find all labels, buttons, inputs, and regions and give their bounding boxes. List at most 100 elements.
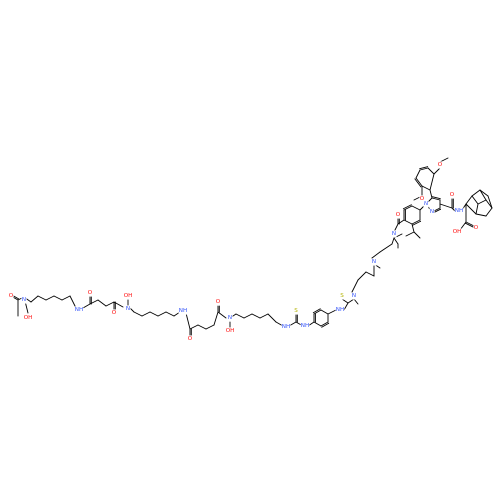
pentyl-chain-3: [259, 313, 269, 319]
atom-label-background: [111, 309, 117, 317]
aryl-ring: [411, 219, 421, 225]
atom-label-background: [391, 230, 397, 238]
pyrazole-ring: [431, 197, 441, 201]
adamantyl-cage: [471, 189, 481, 197]
atom-label-background: [23, 314, 33, 322]
phenylene-ring: [313, 321, 322, 327]
atom-label-background: [429, 208, 435, 216]
adamantyl-cage: [465, 203, 477, 215]
atom-n-amine: N: [371, 258, 377, 266]
bond: [25, 304, 29, 314]
bond: [429, 189, 433, 199]
adamantyl-cage: [485, 207, 493, 217]
atom-label-o-2: O: [112, 310, 117, 316]
atom-label-nh-adam: NH: [455, 208, 463, 214]
succinyl-chain-1: [89, 299, 99, 305]
bond: [439, 203, 453, 209]
atom-n-pyr-2: N: [429, 208, 435, 216]
methyl-bond: [353, 298, 359, 305]
atom-label-background: [351, 292, 357, 300]
bond: [393, 237, 399, 245]
bond: [69, 295, 77, 309]
propyl-chain-1: [365, 271, 375, 277]
atom-label-oh-2: OH: [226, 328, 235, 334]
atom-oh-1: OH: [123, 292, 133, 300]
atom-label-nh-1: NH: [75, 307, 83, 313]
atom-n-hydrox-1: N: [125, 305, 131, 313]
atom-label-background: [437, 161, 443, 169]
pentyl-chain-1: [45, 295, 55, 301]
atom-o-ome-1: O: [437, 161, 443, 169]
atom-o-2: O: [111, 309, 117, 317]
isopropyl-bond: [411, 223, 415, 233]
adamantyl-cage: [471, 195, 479, 205]
propyl-chain-1: [357, 271, 367, 281]
pentyl-chain-1: [61, 295, 71, 301]
atom-label-background: [281, 323, 291, 331]
aryl-ring: [411, 205, 421, 211]
atom-nh-3: NH: [281, 323, 291, 331]
aryl-ring: [403, 205, 413, 211]
carbonyl-double-bond: [464, 222, 474, 228]
atom-label-background: [87, 289, 93, 297]
atom-label-n-hydrox-1: N: [126, 306, 130, 312]
atom-label-background: [178, 307, 188, 315]
atom-o-carbonyl: O: [449, 191, 455, 199]
atom-label-oh-acid: OH: [453, 229, 462, 235]
propyl-chain-2: [371, 251, 381, 259]
atom-label-background: [371, 258, 377, 266]
succinyl-chain-2: [197, 324, 207, 330]
atom-label-background: [473, 224, 479, 232]
bond: [113, 301, 124, 308]
atom-label-background: [339, 292, 345, 300]
atom-label-nh-2: NH: [179, 308, 187, 314]
atom-label-s-2: S: [340, 293, 344, 299]
atom-label-n-amine: N: [372, 259, 376, 265]
atom-label-background: [215, 298, 221, 306]
atom-label-background: [293, 307, 299, 315]
propyl-chain-3: [379, 243, 393, 253]
bond: [185, 312, 191, 330]
atom-label-background: [187, 335, 193, 343]
double-bond-line: [402, 204, 412, 210]
atom-o-amide: O: [395, 211, 401, 219]
atom-label-s-1: S: [294, 308, 298, 314]
methoxy-bond: [439, 157, 449, 163]
atom-label-background: [74, 306, 84, 314]
atom-label-n-thio: N: [352, 293, 356, 299]
dimethoxyphenyl-ring: [429, 173, 435, 191]
pentyl-chain-1: [37, 295, 47, 301]
pentyl-chain-2: [133, 311, 143, 317]
atom-label-background: [449, 191, 455, 199]
phenylene-ring: [320, 321, 329, 327]
adamantyl-cage: [487, 195, 493, 209]
atom-label-nh-3: NH: [282, 324, 290, 330]
double-bond-line: [414, 178, 422, 188]
atom-label-background: [454, 207, 464, 215]
atom-label-o-amide: O: [396, 212, 401, 218]
phenylene-ring: [320, 309, 329, 315]
bond: [343, 302, 349, 311]
bond: [217, 311, 227, 319]
aryl-ring: [403, 219, 413, 225]
atom-nh-2: NH: [178, 307, 188, 315]
bond: [347, 298, 355, 304]
phenylene-ring: [313, 309, 322, 315]
atom-label-nh-5: NH: [336, 307, 344, 313]
atom-o-acid: O: [473, 224, 479, 232]
dimethoxyphenyl-ring: [427, 167, 435, 175]
atom-label-n-acetyl: N: [22, 297, 26, 303]
succinyl-chain-2: [205, 324, 215, 330]
atom-label-oh-1: OH: [124, 293, 133, 299]
adamantyl-cage: [475, 203, 479, 215]
isopropyl-bond: [405, 231, 415, 237]
pentyl-chain-2: [141, 311, 151, 317]
atom-label-o-ome-2: O: [420, 196, 425, 202]
atom-label-background: [395, 211, 401, 219]
atom-label-o-acid: O: [474, 225, 479, 231]
pentyl-chain-2: [157, 311, 167, 317]
carbonyl-bond: [465, 221, 475, 227]
adamantyl-cage: [479, 189, 489, 197]
atom-nh-4: NH: [300, 322, 310, 330]
